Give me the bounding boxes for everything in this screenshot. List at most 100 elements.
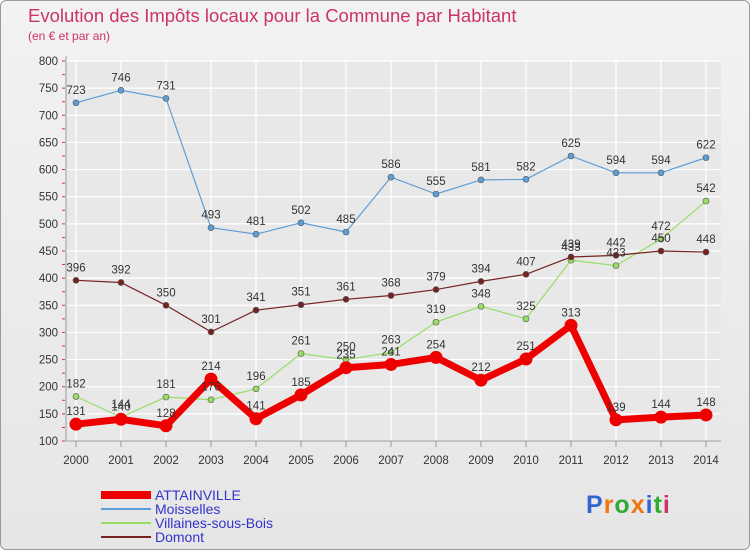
y-tick-label: 400	[39, 273, 58, 285]
logo-letter: o	[614, 491, 631, 519]
data-label-attainville: 128	[156, 408, 175, 420]
data-label-villaines: 261	[291, 336, 310, 348]
data-point-villaines	[522, 315, 530, 323]
y-tick-label: 450	[39, 246, 58, 258]
data-label-domont: 448	[696, 234, 715, 246]
y-tick-label: 200	[39, 382, 58, 394]
data-label-moisselles: 502	[291, 205, 310, 217]
y-tick-label: 550	[39, 192, 58, 204]
data-label-moisselles: 625	[561, 138, 580, 150]
data-label-attainville: 141	[246, 401, 265, 413]
data-point-domont	[207, 328, 215, 336]
data-label-attainville: 212	[471, 362, 490, 374]
data-label-domont: 394	[471, 263, 491, 275]
legend-label-moisselles: Moisselles	[155, 501, 220, 517]
data-label-attainville: 214	[201, 361, 221, 373]
data-point-domont	[297, 301, 305, 309]
data-label-villaines: 348	[471, 288, 490, 300]
data-point-domont	[612, 252, 620, 259]
data-point-domont	[657, 247, 665, 255]
data-label-moisselles: 731	[156, 80, 175, 92]
data-point-attainville	[429, 350, 443, 364]
data-label-attainville: 131	[66, 406, 85, 418]
x-tick-label: 2007	[378, 455, 404, 467]
logo-letter: r	[603, 491, 615, 519]
data-label-attainville: 140	[111, 401, 130, 413]
x-tick-label: 2012	[603, 455, 629, 467]
data-label-villaines: 472	[651, 221, 670, 233]
y-tick-label: 100	[39, 436, 58, 448]
data-point-attainville	[609, 413, 623, 427]
data-point-villaines	[207, 396, 215, 404]
data-label-villaines: 542	[696, 183, 715, 195]
data-point-attainville	[294, 388, 308, 402]
data-point-attainville	[114, 412, 128, 426]
data-point-moisselles	[567, 152, 575, 160]
data-point-moisselles	[657, 169, 665, 177]
data-label-attainville: 148	[696, 397, 715, 409]
data-label-attainville: 144	[651, 399, 671, 411]
data-point-moisselles	[162, 95, 170, 102]
proxiti-logo: Proxiti	[586, 491, 671, 520]
legend-label-villaines: Villaines-sous-Bois	[155, 515, 273, 531]
data-label-moisselles: 746	[111, 72, 130, 84]
x-tick-label: 2008	[423, 455, 449, 467]
data-point-domont	[702, 248, 710, 256]
data-label-moisselles: 586	[381, 159, 400, 171]
chart-title: Evolution des Impôts locaux pour la Comm…	[28, 5, 517, 26]
logo-letter: P	[586, 491, 604, 519]
data-point-moisselles	[387, 173, 395, 181]
data-label-attainville: 241	[381, 346, 400, 358]
logo-letter: t	[653, 491, 663, 519]
data-label-moisselles: 485	[336, 214, 355, 226]
data-point-moisselles	[207, 224, 215, 231]
x-tick-label: 2014	[693, 455, 719, 467]
data-point-domont	[567, 253, 575, 261]
y-tick-label: 150	[39, 409, 58, 421]
data-label-domont: 341	[246, 292, 265, 304]
data-point-domont	[342, 296, 350, 303]
data-point-domont	[162, 301, 170, 309]
data-label-villaines: 176	[201, 382, 220, 394]
data-label-domont: 396	[66, 262, 85, 274]
x-tick-label: 2000	[63, 455, 89, 467]
data-label-moisselles: 723	[66, 85, 85, 97]
x-tick-label: 2001	[108, 455, 134, 467]
data-point-villaines	[612, 262, 620, 269]
data-point-attainville	[384, 357, 398, 371]
data-point-moisselles	[702, 154, 710, 161]
data-point-moisselles	[72, 99, 80, 107]
data-label-moisselles: 493	[201, 210, 220, 222]
y-tick-label: 800	[39, 56, 58, 68]
data-point-moisselles	[252, 230, 260, 238]
data-label-villaines: 196	[246, 371, 265, 383]
x-tick-label: 2002	[153, 455, 179, 467]
data-label-attainville: 254	[426, 339, 446, 351]
data-label-domont: 351	[291, 287, 310, 299]
data-point-villaines	[252, 385, 260, 393]
y-tick-label: 700	[39, 110, 58, 122]
data-label-villaines: 319	[426, 304, 445, 316]
x-tick-label: 2005	[288, 455, 314, 467]
data-point-attainville	[654, 410, 668, 424]
data-point-domont	[117, 279, 125, 286]
data-label-moisselles: 594	[651, 155, 671, 167]
data-point-villaines	[297, 350, 305, 357]
x-tick-label: 2004	[243, 455, 269, 467]
data-label-domont: 301	[201, 314, 220, 326]
legend-label-attainville: ATTAINVILLE	[155, 487, 241, 503]
data-point-attainville	[699, 408, 713, 422]
data-label-moisselles: 594	[606, 155, 626, 167]
data-label-villaines: 423	[606, 248, 625, 260]
data-label-villaines: 144	[111, 399, 131, 411]
data-label-domont: 361	[336, 281, 355, 293]
chart-subtitle: (en € et par an)	[28, 29, 111, 43]
data-label-attainville: 235	[336, 350, 355, 362]
data-point-moisselles	[297, 219, 305, 227]
y-tick-label: 600	[39, 165, 58, 177]
data-point-attainville	[249, 412, 263, 426]
data-point-moisselles	[432, 190, 440, 198]
data-label-attainville: 313	[561, 307, 580, 319]
x-tick-label: 2011	[559, 455, 584, 467]
